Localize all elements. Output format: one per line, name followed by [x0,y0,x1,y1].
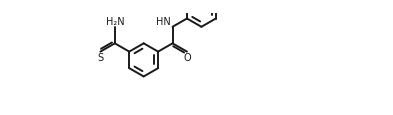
Text: HN: HN [156,17,171,27]
Text: O: O [184,53,191,63]
Text: H₂N: H₂N [105,17,124,27]
Text: S: S [97,53,103,63]
